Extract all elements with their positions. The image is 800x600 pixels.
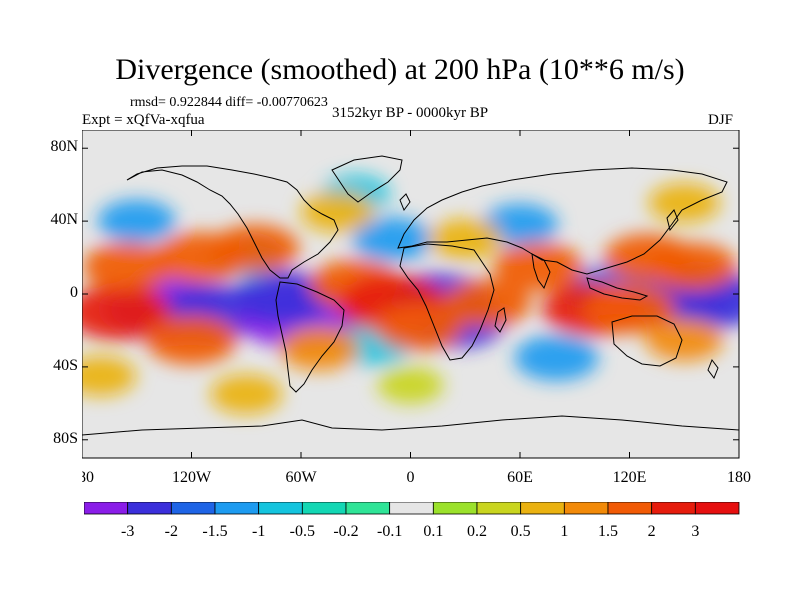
- x-tick-label: 180: [727, 469, 751, 486]
- coast-australia: [611, 315, 683, 367]
- colorbar-label: -1.5: [202, 523, 227, 540]
- x-tick-label: 60W: [285, 469, 317, 486]
- anomaly-convergence-10: [352, 217, 433, 262]
- season-label: DJF: [708, 112, 734, 128]
- colorbar-swatch: [476, 502, 522, 515]
- anomaly-divergence-17: [145, 314, 238, 365]
- colorbar-swatch: [301, 502, 347, 515]
- anomaly-divergence-25: [493, 242, 584, 292]
- anomaly-divergence-34: [210, 374, 283, 415]
- colorbar-swatch: [607, 502, 653, 515]
- anomaly-divergence-27: [583, 283, 676, 334]
- colorbar-label: -1: [252, 523, 265, 540]
- anomaly-divergence-16: [82, 284, 171, 341]
- coast-europe-asia: [397, 167, 728, 275]
- coast-south-america: [275, 281, 345, 393]
- x-tick-label: 120W: [172, 469, 212, 486]
- y-tick-label: 80N: [50, 138, 78, 156]
- coast-new-zealand: [707, 358, 719, 380]
- experiment-label: Expt = xQfVa-xqfua: [82, 112, 205, 128]
- colorbar-label: 0.5: [511, 523, 531, 540]
- colorbar-label: 3: [691, 523, 699, 540]
- colorbar-boxes: [84, 502, 740, 515]
- colorbar-label: 2: [648, 523, 656, 540]
- latitude-axis: [82, 147, 739, 441]
- y-tick-label: 40N: [50, 211, 78, 229]
- coast-madagascar: [494, 307, 507, 333]
- coastlines: [82, 155, 739, 436]
- colorbar: -3 -2 -1.5 -1 -0.5 -0.2 -0.1 0.1 0.2 0.5 1 1.5 2 3: [84, 502, 740, 540]
- colorbar-labels: -3 -2 -1.5 -1 -0.5 -0.2 -0.1 0.1 0.2 0.5 1 1.5 2 3: [121, 523, 699, 540]
- colorbar-label: -3: [121, 523, 134, 540]
- coast-uk: [399, 193, 411, 212]
- x-tick-label: 0: [407, 469, 415, 486]
- y-tick-label: 0: [70, 284, 78, 301]
- colorbar-swatch: [520, 502, 565, 515]
- y-tick-label: 40S: [53, 356, 78, 374]
- anomaly-divergence-30: [645, 318, 724, 362]
- anomaly-convergence-3: [232, 270, 333, 325]
- anomaly-divergence-23: [375, 302, 464, 351]
- anomaly-divergence-33: [82, 356, 137, 396]
- colorbar-label: -0.1: [377, 523, 402, 540]
- x-tick-label: 120E: [613, 469, 647, 486]
- divergence-field: [82, 174, 739, 415]
- colorbar-label: -2: [165, 523, 178, 540]
- x-tick-label: 180: [82, 469, 94, 486]
- x-tick-label: 60E: [507, 469, 533, 486]
- anomaly-convergence-11: [97, 199, 176, 243]
- y-tick-label: 80S: [53, 429, 78, 447]
- colorbar-swatch: [389, 502, 434, 515]
- coast-north-america: [126, 165, 339, 279]
- colorbar-swatch: [345, 502, 391, 515]
- colorbar-label: 1: [560, 523, 568, 540]
- colorbar-swatch: [127, 502, 172, 515]
- rmsd-diff-stats: rmsd= 0.922844 diff= -0.00770623: [130, 95, 328, 110]
- coast-india: [531, 253, 551, 290]
- anomaly-divergence-29: [649, 242, 738, 291]
- longitude-axis: 180 120W 60W 0 60E 120E 180: [82, 130, 751, 486]
- coast-japan: [666, 209, 679, 232]
- colorbar-swatch: [214, 502, 260, 515]
- anomaly-divergence-32: [300, 191, 375, 233]
- anomaly-divergence-37: [377, 366, 444, 404]
- colorbar-swatch: [84, 502, 129, 515]
- coast-antarctica: [82, 415, 739, 436]
- anomaly-divergence-18: [82, 242, 173, 292]
- colorbar-swatch: [258, 502, 303, 515]
- anomaly-divergence-35: [428, 218, 503, 260]
- time-period-label: 3152kyr BP - 0000kyr BP: [331, 105, 489, 121]
- colorbar-swatch: [651, 502, 696, 515]
- coast-greenland: [331, 155, 403, 203]
- anomaly-divergence-31: [279, 326, 360, 371]
- anomaly-convergence-9: [514, 334, 599, 381]
- anomaly-divergence-24: [443, 279, 532, 328]
- colorbar-swatch: [432, 502, 478, 515]
- map-title: Divergence (smoothed) at 200 hPa (10**6 …: [115, 53, 685, 86]
- colorbar-label: 1.5: [598, 523, 618, 540]
- colorbar-label: -0.5: [290, 523, 315, 540]
- anomaly-divergence-36: [648, 182, 721, 223]
- colorbar-label: 0.2: [467, 523, 487, 540]
- anomaly-divergence-20: [211, 224, 300, 273]
- colorbar-label: -0.2: [333, 523, 358, 540]
- colorbar-swatch: [694, 502, 740, 515]
- colorbar-swatch: [170, 502, 216, 515]
- divergence-map: 180 120W 60W 0 60E 120E 180: [82, 130, 751, 486]
- colorbar-label: 0.1: [423, 523, 443, 540]
- coast-africa: [399, 243, 495, 361]
- colorbar-swatch: [563, 502, 609, 515]
- coast-indonesia: [586, 277, 649, 301]
